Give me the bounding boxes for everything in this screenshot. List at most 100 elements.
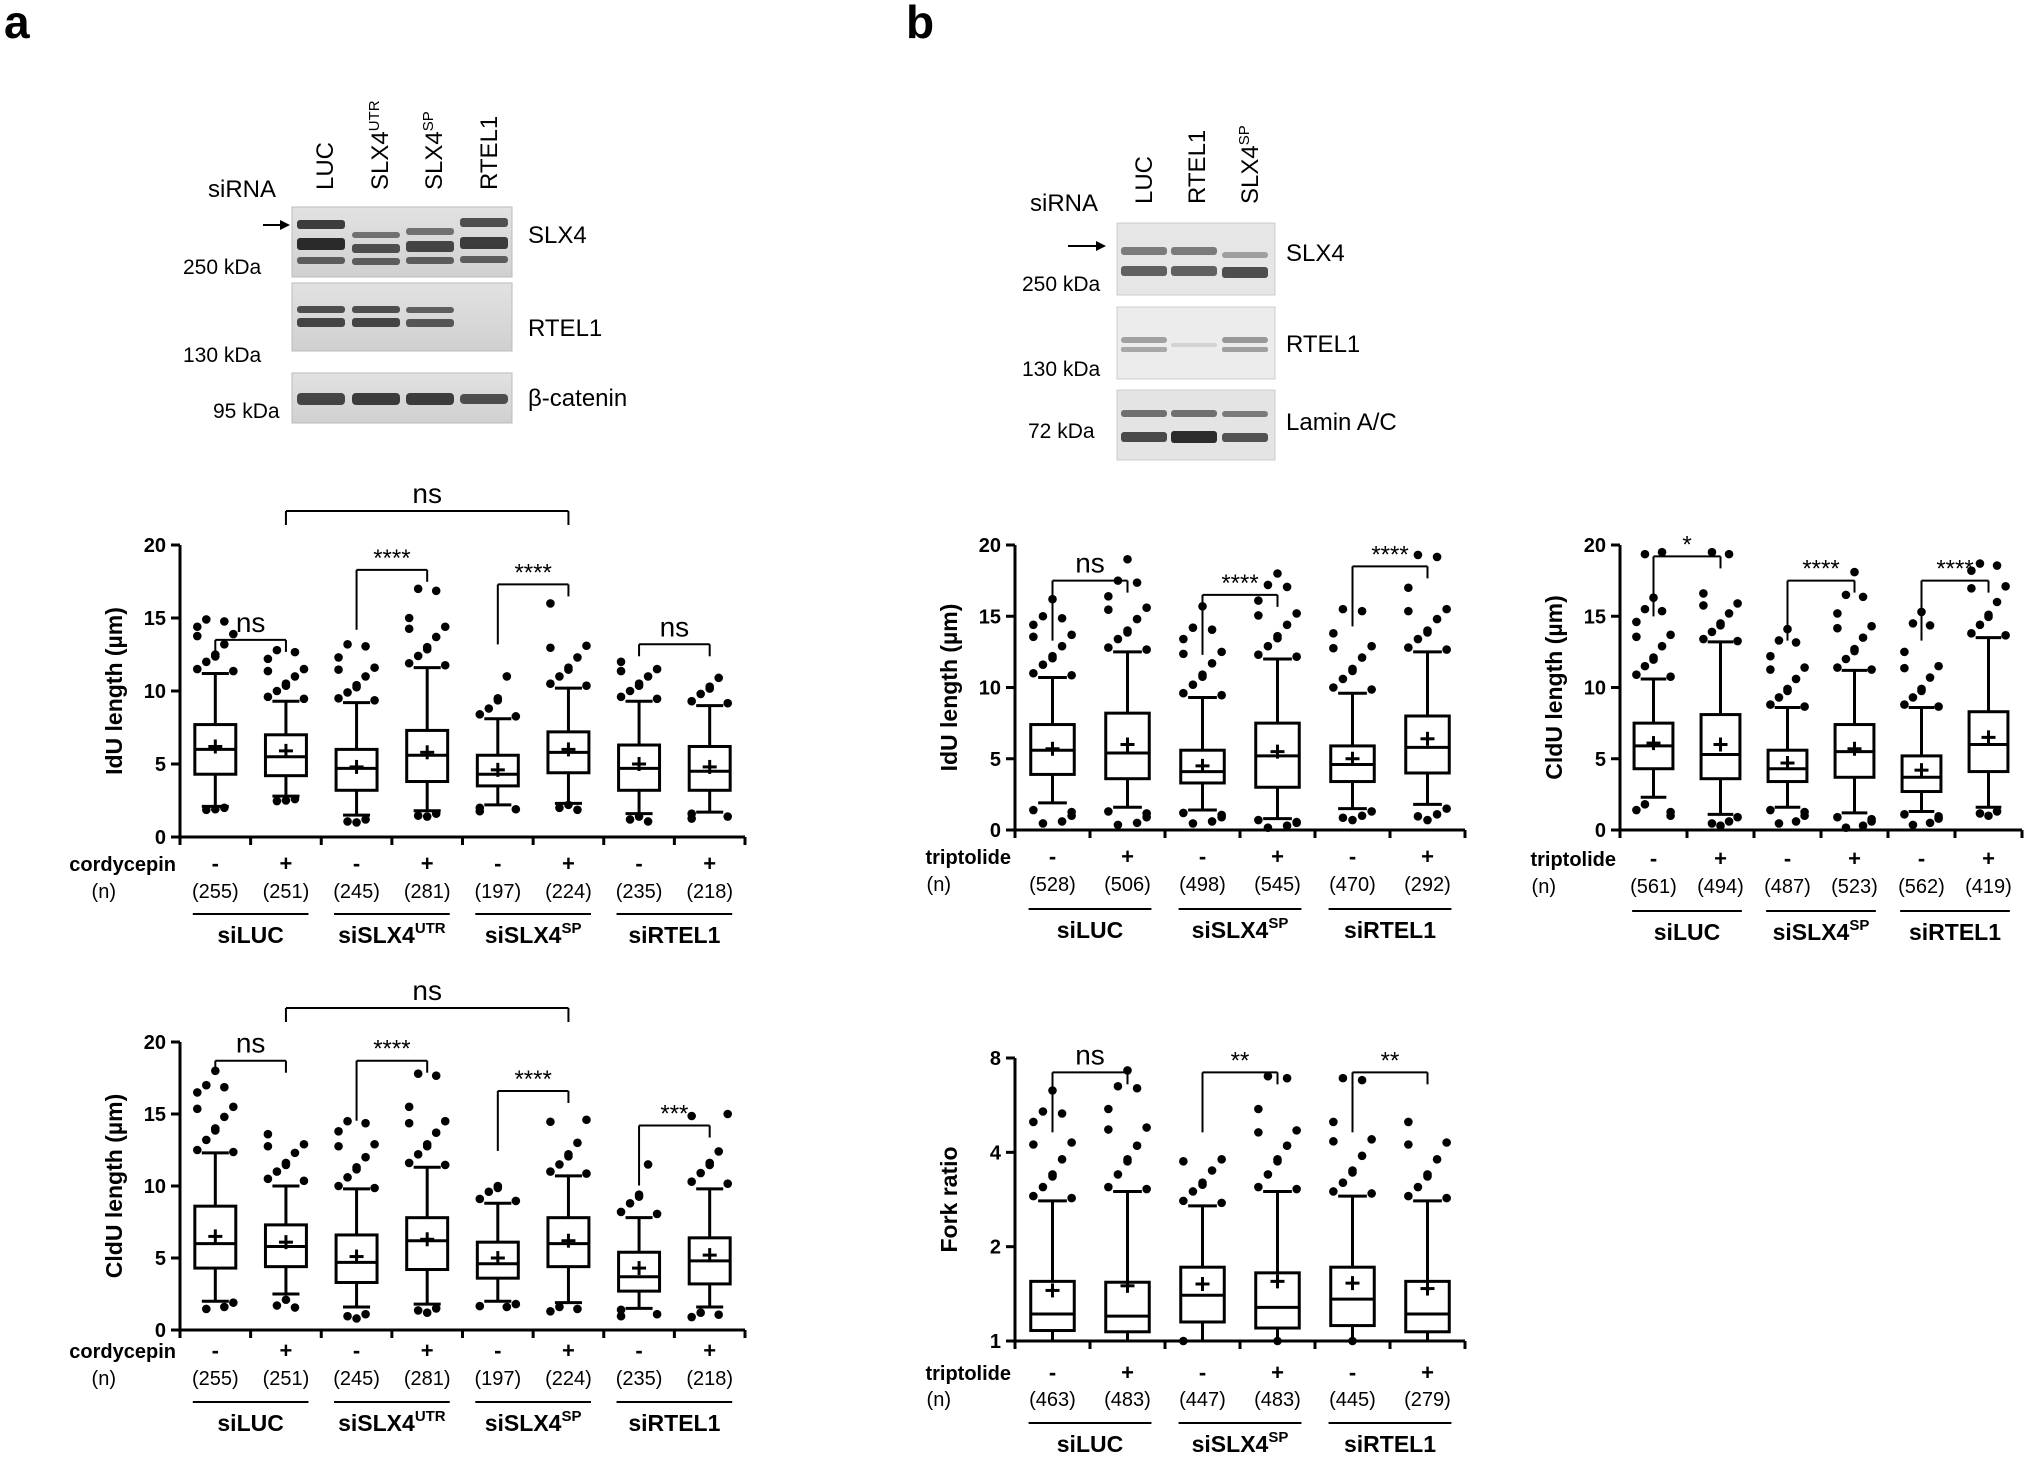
outlier-point: [263, 654, 273, 664]
outlier-point: [1413, 812, 1423, 821]
outlier-point: [1657, 641, 1667, 651]
outlier-point: [220, 1112, 229, 1122]
outlier-point: [1029, 1117, 1038, 1127]
outlier-point: [502, 1302, 512, 1312]
outlier-point: [1632, 670, 1641, 679]
outlier-point: [1179, 649, 1188, 659]
outlier-point: [361, 1309, 370, 1319]
outlier-point: [1800, 702, 1809, 711]
outlier-point: [1123, 628, 1132, 637]
blot-a-strip-rtel1: [291, 282, 513, 352]
outlier-point: [343, 817, 352, 826]
outlier-point: [1123, 554, 1132, 564]
outlier-point: [220, 639, 229, 649]
outlier-point: [511, 712, 521, 721]
outlier-point: [1104, 605, 1113, 614]
outlier-point: [272, 645, 282, 655]
outlier-point: [1038, 611, 1048, 621]
outlier-point: [1432, 614, 1442, 624]
outlier-point: [1282, 582, 1292, 592]
y-tick-label: 1: [990, 1331, 1001, 1353]
outlier-point: [1925, 621, 1935, 630]
outlier-point: [1900, 810, 1909, 819]
outlier-point: [334, 1141, 343, 1151]
group-label: siSLX4SP: [485, 920, 582, 948]
outlier-point: [1132, 818, 1142, 828]
outlier-point: [404, 624, 414, 634]
y-tick-label: 8: [990, 1048, 1001, 1070]
outlier-point: [1432, 810, 1442, 819]
outlier-point: [1038, 819, 1048, 828]
outlier-point: [2001, 631, 2010, 640]
treatment-sign: -: [1049, 844, 1056, 869]
outlier-point: [1858, 633, 1868, 642]
outlier-point: [202, 805, 211, 815]
outlier-point: [431, 632, 441, 642]
box-6: [616, 657, 662, 826]
outlier-point: [1273, 1157, 1282, 1166]
y-tick-label: 15: [144, 608, 166, 630]
outlier-point: [1338, 604, 1348, 614]
outlier-point: [290, 1303, 300, 1312]
outlier-point: [1774, 819, 1784, 828]
outlier-point: [1207, 817, 1217, 826]
box-4: [1329, 604, 1376, 825]
outlier-point: [1357, 653, 1367, 662]
group-label: siSLX4SP: [1192, 1429, 1289, 1457]
box-2: [1766, 624, 1809, 828]
outlier-point: [1640, 661, 1650, 671]
outlier-point: [625, 1198, 635, 1208]
treatment-sign: +: [1121, 1360, 1134, 1385]
box-2: [1179, 1155, 1226, 1346]
y-tick-label: 10: [1584, 678, 1606, 700]
n-value: (218): [686, 881, 733, 903]
box-4: [1900, 607, 1943, 830]
treatment-label: triptolide: [925, 847, 1011, 869]
outlier-point: [484, 704, 494, 713]
outlier-point: [1367, 1189, 1376, 1198]
y-tick-label: 15: [979, 606, 1001, 628]
outlier-point: [1432, 552, 1442, 562]
blot-a-band-label-slx4: SLX4: [528, 222, 587, 249]
outlier-point: [1442, 1193, 1451, 1203]
outlier-point: [1774, 636, 1784, 645]
outlier-point: [1292, 1184, 1301, 1194]
outlier-point: [352, 1164, 361, 1174]
blot-a-sirna-label: siRNA: [208, 176, 276, 203]
outlier-point: [263, 1141, 273, 1151]
box-1: [1104, 554, 1151, 830]
outlier-point: [1048, 1172, 1057, 1181]
outlier-point: [1123, 1157, 1132, 1166]
outlier-point: [404, 1102, 414, 1112]
outlier-point: [263, 1129, 273, 1139]
outlier-point: [502, 672, 512, 681]
outlier-point: [1067, 670, 1076, 680]
n-label: (n): [927, 1389, 951, 1411]
y-tick-label: 4: [990, 1142, 1002, 1164]
outlier-point: [1632, 632, 1641, 642]
group-label: siLUC: [1057, 1431, 1123, 1457]
outlier-point: [1057, 1155, 1067, 1164]
significance-4-5: ****: [496, 1066, 570, 1151]
blot-b-sirna-label: siRNA: [1030, 190, 1098, 217]
n-value: (218): [686, 1368, 733, 1390]
treatment-sign: +: [562, 851, 575, 876]
n-value: (251): [263, 881, 310, 903]
n-value: (498): [1179, 874, 1226, 896]
blot-a: siRNA LUC SLX4UTR SLX4SP RTEL1 250 kDa S…: [183, 100, 627, 424]
outlier-point: [1338, 1178, 1348, 1188]
outlier-point: [1104, 592, 1113, 601]
outlier-point: [440, 1160, 450, 1170]
box-1: [1104, 1066, 1151, 1343]
outlier-point: [1188, 680, 1198, 689]
outlier-point: [334, 665, 343, 674]
outlier-point: [1404, 606, 1413, 616]
outlier-point: [1640, 549, 1650, 559]
outlier-point: [343, 688, 352, 697]
treatment-sign: -: [635, 851, 642, 876]
outlier-point: [573, 805, 582, 815]
treatment-sign: +: [1982, 846, 1995, 871]
box-4: [475, 1181, 521, 1312]
outlier-point: [1908, 619, 1918, 628]
